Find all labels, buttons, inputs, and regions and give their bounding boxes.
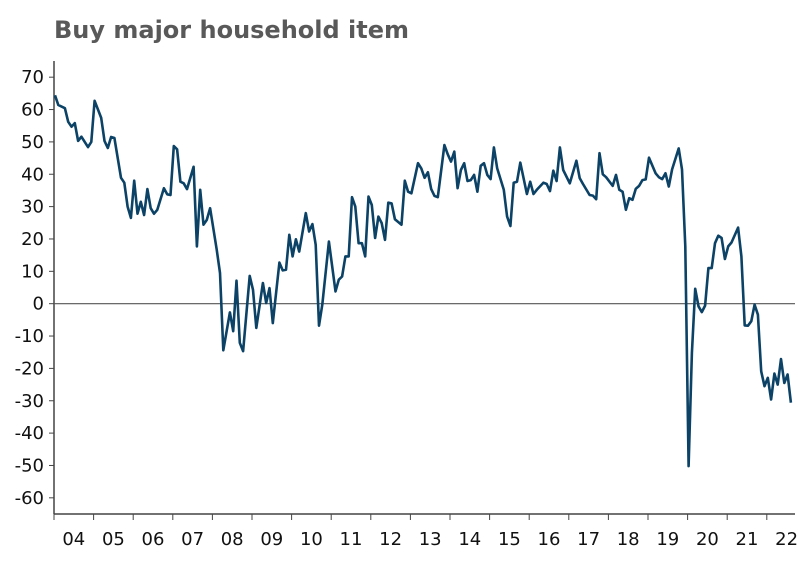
x-tick-label: 14 bbox=[458, 529, 481, 550]
y-tick-label: 70 bbox=[21, 67, 44, 88]
x-tick-label: 20 bbox=[696, 529, 719, 550]
y-tick-label: -20 bbox=[15, 358, 44, 379]
y-tick-label: 20 bbox=[21, 229, 44, 250]
y-tick-label: 10 bbox=[21, 261, 44, 282]
y-axis: 70 60 50 40 30 20 10 0 -10 -20 -30 -40 -50 -60 bbox=[15, 61, 55, 514]
x-tick-label: 13 bbox=[419, 529, 442, 550]
x-tick-label: 19 bbox=[656, 529, 679, 550]
y-tick-label: -10 bbox=[15, 326, 44, 347]
y-tick-label: 0 bbox=[33, 294, 44, 315]
x-tick-label: 06 bbox=[142, 529, 165, 550]
y-tick-label: -60 bbox=[15, 488, 44, 509]
x-tick-label: 11 bbox=[340, 529, 363, 550]
chart-title: Buy major household item bbox=[54, 16, 410, 44]
y-tick-label: 40 bbox=[21, 164, 44, 185]
x-tick-label: 05 bbox=[102, 529, 125, 550]
y-tick-label: 50 bbox=[21, 132, 44, 153]
x-tick-label: 04 bbox=[62, 529, 85, 550]
y-tick-label: -50 bbox=[15, 455, 44, 476]
x-axis: 04 05 06 07 08 09 10 11 12 13 14 15 16 17 18 19 20 21 22 bbox=[53, 303, 798, 550]
x-tick-label: 18 bbox=[617, 529, 640, 550]
x-tick-label: 08 bbox=[221, 529, 244, 550]
series-line-group bbox=[53, 94, 793, 468]
series-line bbox=[53, 94, 793, 468]
x-tick-label: 09 bbox=[260, 529, 283, 550]
x-tick-label: 12 bbox=[379, 529, 402, 550]
x-tick-label: 10 bbox=[300, 529, 323, 550]
y-tick-label: -40 bbox=[15, 423, 44, 444]
x-tick-label: 17 bbox=[577, 529, 600, 550]
x-tick-label: 21 bbox=[736, 529, 759, 550]
y-tick-label: -30 bbox=[15, 391, 44, 412]
y-tick-label: 60 bbox=[21, 100, 44, 121]
x-tick-label: 16 bbox=[538, 529, 561, 550]
y-tick-label: 30 bbox=[21, 197, 44, 218]
x-tick-label: 22 bbox=[775, 529, 798, 550]
x-tick-label: 07 bbox=[181, 529, 204, 550]
x-tick-label: 15 bbox=[498, 529, 521, 550]
